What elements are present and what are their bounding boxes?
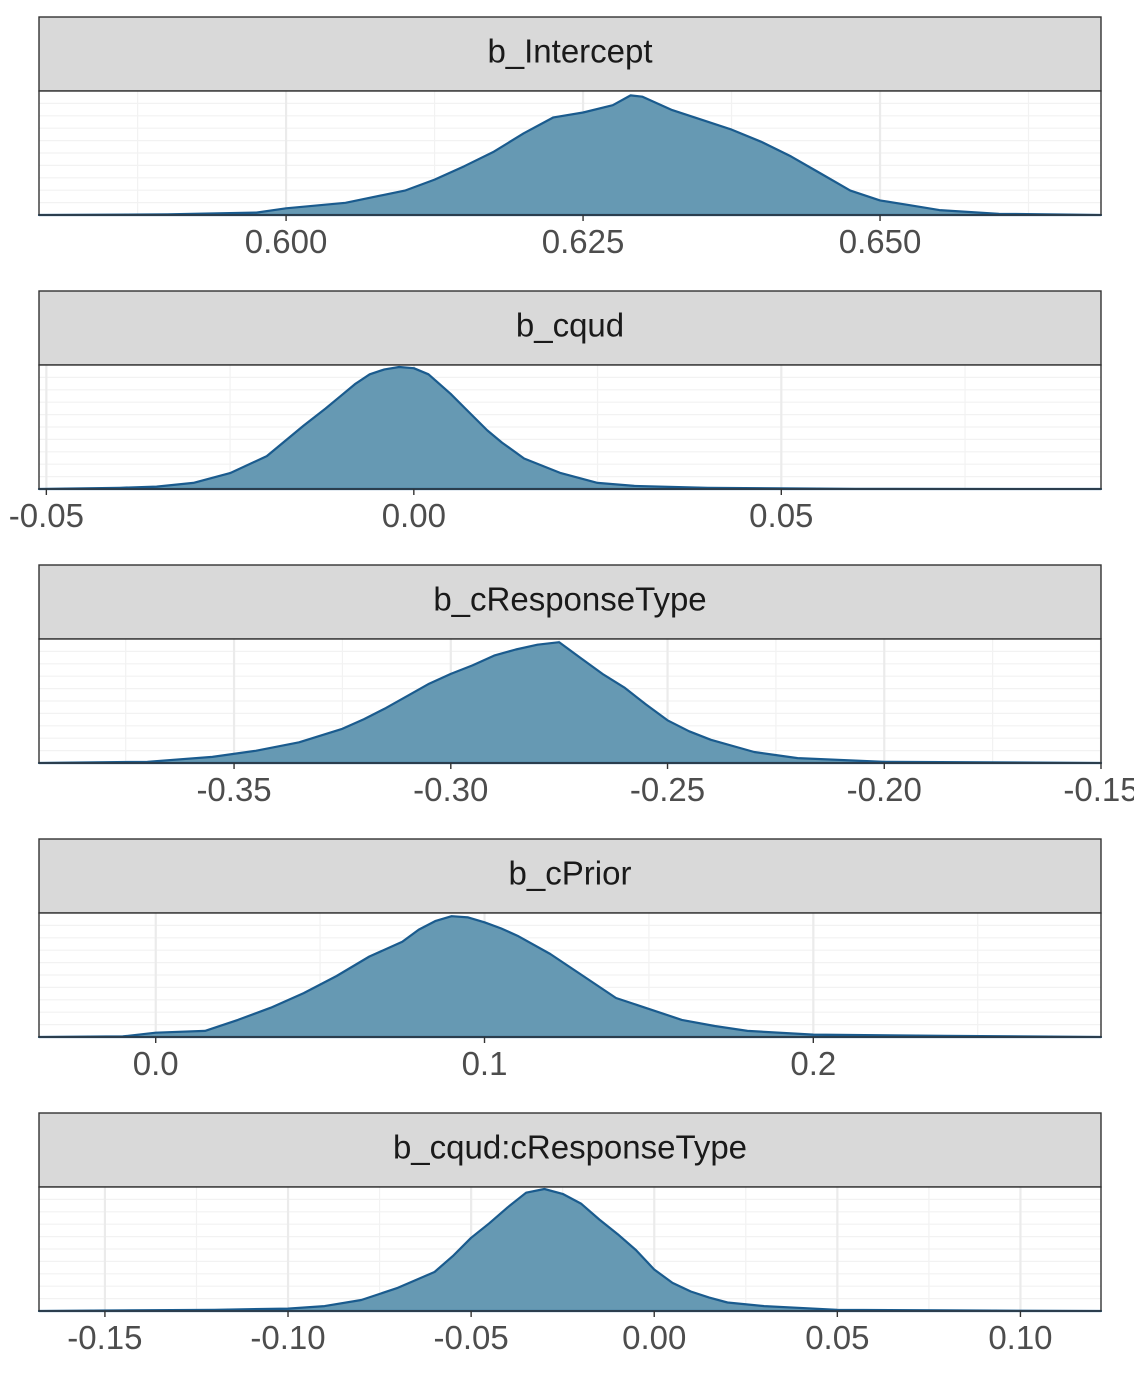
facet-strip: b_cPrior — [38, 838, 1102, 914]
x-axis: -0.05 0.00 0.05 — [9, 489, 813, 534]
facet-title: b_cPrior — [509, 855, 632, 892]
facet-b-cqud-cresponsetype: b_cqud:cResponseType -0.15 -0.10 -0.05 0.00… — [37, 1112, 1103, 1356]
x-tick-label: -0.20 — [847, 771, 922, 808]
panel-border — [38, 90, 1102, 216]
density-area — [37, 641, 1103, 765]
panel-border — [38, 364, 1102, 490]
facet-title: b_cqud — [516, 307, 624, 344]
x-tick-label: -0.25 — [630, 771, 705, 808]
x-axis: -0.15 -0.10 -0.05 0.00 0.05 0.10 — [67, 1311, 1053, 1356]
x-tick-label: -0.30 — [413, 771, 488, 808]
x-tick-label: 0.00 — [382, 497, 446, 534]
x-tick-label: -0.05 — [434, 1319, 509, 1356]
x-tick-label: 0.600 — [245, 223, 328, 260]
facet-b-intercept: b_Intercept 0.600 0.625 0.650 — [37, 16, 1103, 260]
x-axis: -0.35 -0.30 -0.25 -0.20 -0.15 — [196, 763, 1134, 808]
x-tick-label: -0.15 — [67, 1319, 142, 1356]
density-area — [37, 94, 1103, 217]
x-axis: 0.600 0.625 0.650 — [245, 215, 922, 260]
x-tick-label: -0.10 — [250, 1319, 325, 1356]
x-tick-label: 0.1 — [462, 1045, 508, 1082]
x-tick-label: -0.35 — [196, 771, 271, 808]
facet-strip: b_cResponseType — [38, 564, 1102, 640]
panel-border — [38, 1186, 1102, 1312]
x-tick-label: 0.05 — [749, 497, 813, 534]
facet-strip: b_cqud:cResponseType — [38, 1112, 1102, 1188]
facet-b-cresponsetype: b_cResponseType -0.35 -0.30 -0.25 -0.20 -0.1… — [37, 564, 1134, 808]
facet-b-cprior: b_cPrior 0.0 0.1 0.2 — [37, 838, 1103, 1082]
facet-title: b_cqud:cResponseType — [393, 1129, 747, 1166]
facet-title: b_Intercept — [487, 33, 652, 70]
facet-title: b_cResponseType — [433, 581, 706, 618]
x-tick-label: 0.625 — [542, 223, 625, 260]
x-tick-label: 0.10 — [988, 1319, 1052, 1356]
panel-border — [38, 638, 1102, 764]
facet-strip: b_cqud — [38, 290, 1102, 366]
density-area — [37, 365, 1103, 491]
x-tick-label: 0.2 — [790, 1045, 836, 1082]
density-area — [37, 915, 1103, 1039]
density-area — [37, 1187, 1103, 1313]
x-tick-label: 0.05 — [805, 1319, 869, 1356]
x-tick-label: 0.650 — [839, 223, 922, 260]
x-tick-label: -0.05 — [9, 497, 84, 534]
facet-strip: b_Intercept — [38, 16, 1102, 92]
facet-b-cqud: b_cqud -0.05 0.00 0.05 — [9, 290, 1103, 534]
x-tick-label: 0.00 — [622, 1319, 686, 1356]
x-tick-label: -0.15 — [1063, 771, 1134, 808]
x-axis: 0.0 0.1 0.2 — [133, 1037, 836, 1082]
panel-border — [38, 912, 1102, 1038]
x-tick-label: 0.0 — [133, 1045, 179, 1082]
